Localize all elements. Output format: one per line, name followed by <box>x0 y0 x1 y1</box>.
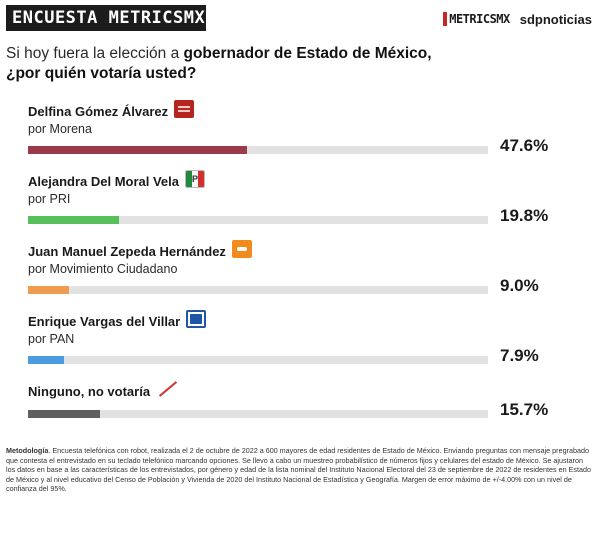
bar-track <box>28 286 488 294</box>
candidate-name: Alejandra Del Moral Vela <box>28 174 180 189</box>
bar-track <box>28 146 488 154</box>
bar-fill <box>28 410 101 418</box>
bar-fill <box>28 286 70 294</box>
bar-fill <box>28 356 65 364</box>
pan-logo-icon <box>186 310 206 328</box>
survey-question: Si hoy fuera la elección a gobernador de… <box>6 44 586 84</box>
mc-logo-icon <box>232 240 252 258</box>
candidate-name: Delfina Gómez Álvarez <box>28 104 169 119</box>
bar-fill <box>28 146 247 154</box>
slash-icon <box>156 380 176 398</box>
question-line2: ¿por quién votaría usted? <box>6 65 197 82</box>
header: ENCUESTA METRICSMX METRICSMX sdpnoticias <box>0 0 600 36</box>
methodology-note: Metodología. Encuesta telefónica con rob… <box>6 446 594 494</box>
candidate-party: por PAN <box>28 332 75 346</box>
candidate-party: por Movimiento Ciudadano <box>28 262 178 276</box>
candidate-party: por PRI <box>28 192 71 206</box>
metricsmx-logo-text: METRICSMX <box>449 12 510 26</box>
bar-track <box>28 410 488 418</box>
survey-brand-title: ENCUESTA METRICSMX <box>6 5 206 31</box>
candidate-name: Enrique Vargas del Villar <box>28 314 181 329</box>
methodology-label: Metodología <box>6 446 49 455</box>
pri-logo-icon: PRI <box>185 170 205 188</box>
percent-label: 7.9% <box>500 346 539 365</box>
morena-logo-icon <box>174 100 194 118</box>
question-prefix: Si hoy fuera la elección a <box>6 45 184 62</box>
methodology-text: . Encuesta telefónica con robot, realiza… <box>6 446 591 494</box>
metricsmx-mark-icon <box>443 12 448 26</box>
result-row: Juan Manuel Zepeda Hernández por Movimie… <box>0 232 600 300</box>
candidate-party: por Morena <box>28 122 92 136</box>
percent-label: 19.8% <box>500 206 549 225</box>
candidate-name: Juan Manuel Zepeda Hernández <box>28 244 226 259</box>
percent-label: 47.6% <box>500 136 549 155</box>
question-bold: gobernador de Estado de México, <box>183 45 432 62</box>
partner-logos: METRICSMX sdpnoticias <box>443 8 592 30</box>
result-row: Ninguno, no votaría 15.7% <box>0 372 600 440</box>
metricsmx-logo: METRICSMX <box>443 12 510 26</box>
bar-track <box>28 216 488 224</box>
bar-track <box>28 356 488 364</box>
percent-label: 9.0% <box>500 276 539 295</box>
result-row: Enrique Vargas del Villar por PAN 7.9% <box>0 302 600 370</box>
candidate-name: Ninguno, no votaría <box>28 384 151 399</box>
bar-fill <box>28 216 120 224</box>
results-chart: Delfina Gómez Álvarez por Morena 47.6% A… <box>0 92 600 442</box>
result-row: Alejandra Del Moral Vela PRI por PRI 19.… <box>0 162 600 230</box>
result-row: Delfina Gómez Álvarez por Morena 47.6% <box>0 92 600 160</box>
percent-label: 15.7% <box>500 400 549 419</box>
sdpnoticias-logo: sdpnoticias <box>519 11 592 27</box>
